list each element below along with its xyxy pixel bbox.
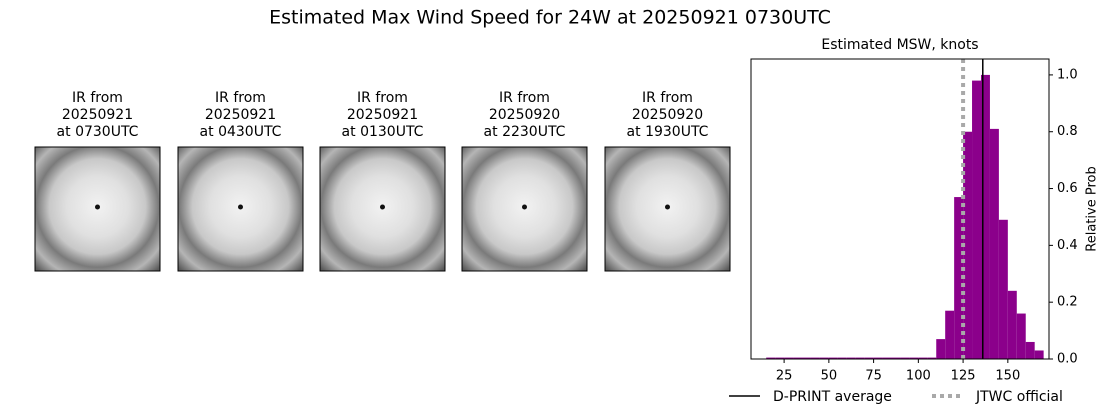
image-title: IR from [357, 90, 408, 106]
legend-label: D-PRINT average [773, 389, 892, 405]
image-title: at 0130UTC [342, 124, 424, 140]
image-title: IR from [72, 90, 123, 106]
bar [1007, 290, 1017, 359]
y-tick-label: 0.0 [1057, 352, 1078, 367]
storm-eye [665, 204, 670, 210]
bar [793, 357, 803, 359]
x-tick-label: 25 [776, 369, 793, 384]
x-tick-label: 150 [995, 369, 1020, 384]
bar [784, 357, 794, 359]
x-tick-label: 100 [906, 369, 931, 384]
image-title: IR from [642, 90, 693, 106]
bar [909, 357, 919, 359]
storm-eye [522, 204, 527, 210]
bar [864, 357, 874, 359]
bar [900, 357, 910, 359]
image-title: 20250920 [489, 107, 560, 123]
y-tick-label: 0.4 [1057, 238, 1078, 253]
bar [802, 357, 811, 359]
storm-eye [380, 204, 385, 210]
bar [891, 357, 901, 359]
y-axis-label: Relative Prob [1085, 166, 1100, 251]
bar [1016, 313, 1026, 359]
bar [846, 357, 856, 359]
x-tick-label: 50 [821, 369, 838, 384]
image-title: 20250921 [205, 107, 276, 123]
bar [927, 357, 937, 359]
legend-label: JTWC official [975, 389, 1063, 405]
y-tick-label: 0.8 [1057, 124, 1078, 139]
plot-frame [750, 58, 1050, 360]
image-title: at 0430UTC [200, 124, 282, 140]
y-tick-label: 0.2 [1057, 295, 1078, 310]
y-tick-label: 1.0 [1057, 67, 1078, 82]
bar [972, 80, 981, 359]
bar [998, 219, 1008, 359]
bar [954, 197, 964, 359]
bar [980, 74, 990, 359]
image-title: at 1930UTC [627, 124, 709, 140]
bar [766, 357, 776, 359]
bar [775, 357, 785, 359]
bar [873, 357, 883, 359]
bar [828, 357, 838, 359]
bar [963, 131, 973, 359]
image-title: at 0730UTC [57, 124, 139, 140]
bar [1025, 341, 1035, 359]
image-title: at 2230UTC [484, 124, 566, 140]
chart-title: Estimated Max Wind Speed for 24W at 2025… [269, 7, 831, 29]
bar [819, 357, 829, 359]
bar [810, 357, 820, 359]
x-tick-label: 125 [951, 369, 976, 384]
bar [837, 357, 847, 359]
bar [936, 339, 946, 359]
bar [945, 310, 955, 359]
subplot-title: Estimated MSW, knots [821, 37, 978, 53]
image-title: IR from [215, 90, 266, 106]
storm-eye [95, 204, 100, 210]
y-tick-label: 0.6 [1057, 181, 1078, 196]
image-title: 20250920 [632, 107, 703, 123]
bar [855, 357, 865, 359]
bar [882, 357, 892, 359]
image-title: 20250921 [347, 107, 418, 123]
x-tick-label: 75 [865, 369, 882, 384]
image-title: 20250921 [62, 107, 133, 123]
bar [918, 357, 928, 359]
storm-eye [238, 204, 243, 210]
bar [989, 128, 999, 359]
image-title: IR from [499, 90, 550, 106]
bar [1034, 350, 1044, 359]
